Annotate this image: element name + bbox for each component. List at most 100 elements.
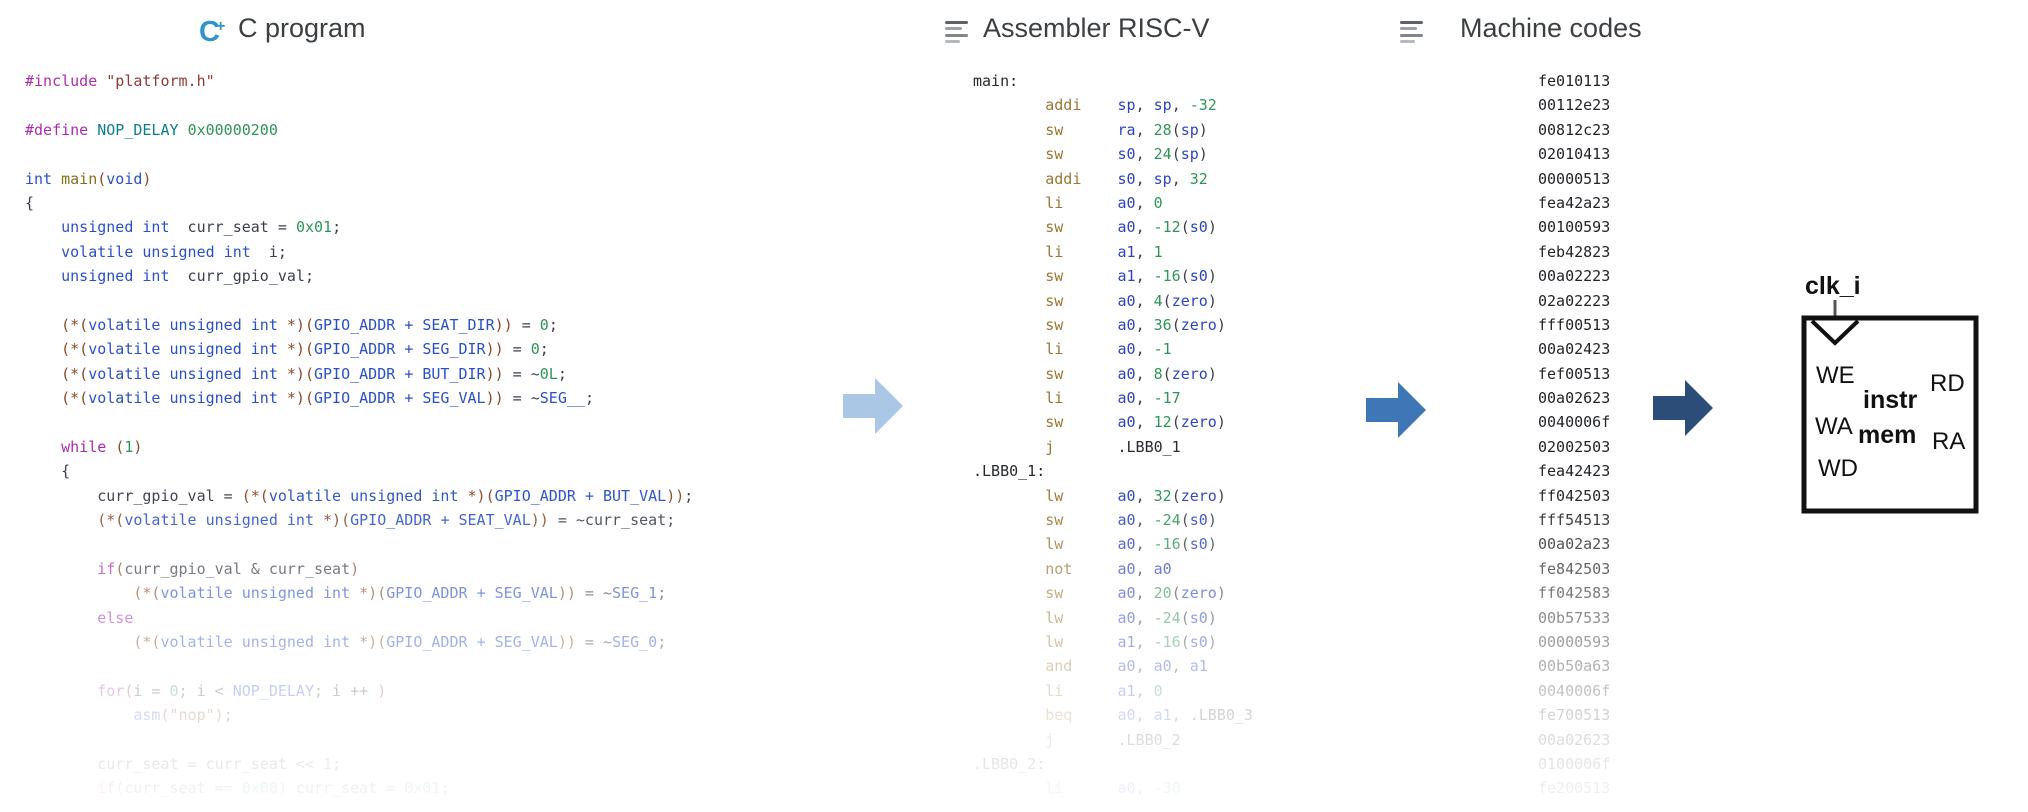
code-line bbox=[25, 410, 693, 434]
instr-mem-label-line1: instr bbox=[1863, 386, 1917, 414]
code-line: (*(volatile unsigned int *)(GPIO_ADDR + … bbox=[61, 315, 558, 334]
arrow-shape bbox=[843, 378, 903, 434]
port-rd: RD bbox=[1930, 370, 1965, 397]
list-icon bbox=[1400, 21, 1424, 47]
code-line: ff042583 bbox=[1538, 584, 1611, 603]
code-line: sw s0, 24(sp) bbox=[1045, 145, 1208, 164]
code-line: .LBB0_1: bbox=[973, 462, 1046, 481]
code-line: 00112e23 bbox=[1538, 96, 1611, 115]
code-line: addi s0, sp, 32 bbox=[1045, 169, 1208, 188]
port-wa: WA bbox=[1815, 413, 1853, 440]
clk-label: clk_i bbox=[1805, 272, 1861, 300]
code-line bbox=[25, 728, 693, 752]
code-line: 0040006f bbox=[1538, 681, 1611, 700]
code-line: lw a0, -24(s0) bbox=[1045, 608, 1217, 627]
code-line: (*(volatile unsigned int *)(GPIO_ADDR + … bbox=[61, 389, 594, 408]
code-line: volatile unsigned int i; bbox=[61, 242, 287, 261]
code-line: .LBB0_2: bbox=[973, 754, 1046, 773]
code-line: { bbox=[25, 193, 35, 212]
code-line: j .LBB0_1 bbox=[1045, 437, 1181, 456]
code-line bbox=[25, 289, 693, 313]
code-line: li a0, 0 bbox=[1045, 193, 1163, 212]
arrow-shape bbox=[1653, 380, 1713, 436]
code-line: int main(void) bbox=[25, 169, 152, 188]
machine-codes-column: fe010113 00112e23 00812c23 02010413 00000513… bbox=[1538, 69, 1610, 801]
port-we: WE bbox=[1816, 362, 1855, 389]
code-line: 00a02a23 bbox=[1538, 535, 1611, 554]
code-line: li a0, -1 bbox=[1045, 340, 1172, 359]
instr-mem-box bbox=[1801, 315, 1979, 514]
code-line: sw ra, 28(sp) bbox=[1045, 120, 1208, 139]
port-ra: RA bbox=[1932, 428, 1965, 455]
code-line: 0040006f bbox=[1538, 413, 1611, 432]
code-line: fff54513 bbox=[1538, 511, 1611, 530]
code-line: lw a0, -16(s0) bbox=[1045, 535, 1217, 554]
code-line: sw a0, 4(zero) bbox=[1045, 291, 1217, 310]
arrow-right-icon bbox=[843, 378, 903, 434]
code-line: 02a02223 bbox=[1538, 291, 1611, 310]
code-line: beq a0, a1, .LBB0_3 bbox=[1045, 706, 1253, 725]
code-line: 0100006f bbox=[1538, 754, 1611, 773]
code-line: li a0, -30 bbox=[1045, 779, 1181, 798]
code-line: while (1) bbox=[61, 437, 143, 456]
code-line: 00b57533 bbox=[1538, 608, 1611, 627]
code-line: #include "platform.h" bbox=[25, 72, 215, 90]
code-line: 00b50a63 bbox=[1538, 657, 1611, 676]
code-line: 00a02623 bbox=[1538, 730, 1611, 749]
code-line: asm("nop"); bbox=[133, 706, 233, 725]
code-line: unsigned int curr_gpio_val; bbox=[61, 267, 314, 286]
code-line: li a0, -17 bbox=[1045, 389, 1181, 408]
list-icon bbox=[945, 21, 969, 47]
code-line: sw a1, -16(s0) bbox=[1045, 267, 1217, 286]
code-line: unsigned int curr_seat = 0x01; bbox=[61, 218, 342, 237]
assembly-code-column: main: addi sp, sp, -32 sw ra, 28(sp) sw … bbox=[973, 69, 1253, 801]
code-line: if(curr_gpio_val & curr_seat) bbox=[97, 559, 360, 578]
code-line: j .LBB0_2 bbox=[1045, 730, 1181, 749]
code-line: sw a0, 20(zero) bbox=[1045, 584, 1226, 603]
code-line: 00100593 bbox=[1538, 218, 1611, 237]
code-line bbox=[25, 532, 693, 556]
arrow-shape bbox=[1366, 382, 1426, 438]
code-line: main: bbox=[973, 72, 1019, 90]
code-line: and a0, a0, a1 bbox=[1045, 657, 1208, 676]
arrow-right-icon bbox=[1653, 380, 1713, 436]
code-line: addi sp, sp, -32 bbox=[1045, 96, 1217, 115]
code-line: lw a0, 32(zero) bbox=[1045, 486, 1226, 505]
code-line: lw a1, -16(s0) bbox=[1045, 632, 1217, 651]
code-line: 00000593 bbox=[1538, 632, 1611, 651]
code-line: fe010113 bbox=[1538, 72, 1611, 90]
code-line: sw a0, -24(s0) bbox=[1045, 511, 1217, 530]
code-line: 00a02223 bbox=[1538, 267, 1611, 286]
code-line: sw a0, 12(zero) bbox=[1045, 413, 1226, 432]
code-line: (*(volatile unsigned int *)(GPIO_ADDR + … bbox=[133, 584, 667, 603]
code-line: fe842503 bbox=[1538, 559, 1611, 578]
code-line: #define NOP_DELAY 0x00000200 bbox=[25, 120, 278, 139]
code-line: 02002503 bbox=[1538, 437, 1611, 456]
code-line: (*(volatile unsigned int *)(GPIO_ADDR + … bbox=[61, 340, 549, 359]
code-line: fea42423 bbox=[1538, 462, 1611, 481]
code-line: (*(volatile unsigned int *)(GPIO_ADDR + … bbox=[61, 364, 567, 383]
code-line: (*(volatile unsigned int *)(GPIO_ADDR + … bbox=[97, 511, 676, 530]
c-program-title: C program bbox=[238, 13, 366, 43]
code-line: sw a0, 36(zero) bbox=[1045, 315, 1226, 334]
code-line: fea42a23 bbox=[1538, 193, 1611, 212]
c-code-column: #include "platform.h" #define NOP_DELAY 0… bbox=[25, 69, 693, 801]
instr-mem-diagram: clk_i WE RD instr WA mem RA WD bbox=[1801, 272, 1979, 514]
code-line: 00812c23 bbox=[1538, 120, 1611, 139]
code-line: li a1, 0 bbox=[1045, 681, 1163, 700]
assembler-title: Assembler RISC-V bbox=[983, 13, 1210, 43]
arrow-right-icon bbox=[1366, 382, 1426, 438]
code-line: 02010413 bbox=[1538, 145, 1611, 164]
code-line: 00a02623 bbox=[1538, 389, 1611, 408]
code-line: fe700513 bbox=[1538, 706, 1611, 725]
code-line: { bbox=[25, 462, 71, 481]
code-line: for(i = 0; i < NOP_DELAY; i ++ ) bbox=[97, 681, 387, 700]
code-line: ff042503 bbox=[1538, 486, 1611, 505]
code-line: curr_gpio_val = (*(volatile unsigned int… bbox=[25, 486, 694, 505]
port-wd: WD bbox=[1818, 455, 1858, 482]
instr-mem-label-line2: mem bbox=[1858, 421, 1916, 449]
code-line bbox=[25, 93, 693, 117]
machine-codes-title: Machine codes bbox=[1460, 13, 1642, 43]
code-line bbox=[25, 142, 693, 166]
code-line: 00000513 bbox=[1538, 169, 1611, 188]
